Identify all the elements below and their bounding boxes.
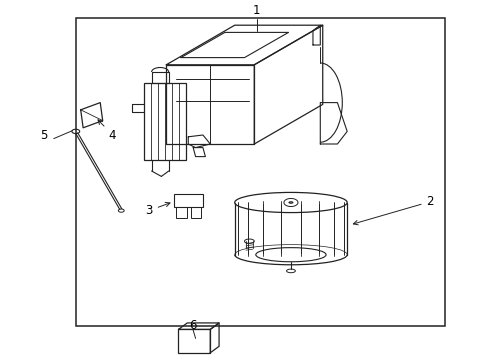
Text: 6: 6 [189, 319, 197, 332]
Bar [173, 194, 203, 207]
Bar [176, 207, 186, 218]
Bar [144, 83, 185, 160]
Bar [190, 207, 201, 218]
Text: 4: 4 [98, 120, 116, 141]
Text: 5: 5 [40, 129, 48, 141]
Text: 2: 2 [353, 195, 433, 225]
Bar [76, 18, 444, 326]
Bar [178, 329, 210, 353]
Text: 3: 3 [145, 202, 170, 217]
Text: 1: 1 [252, 4, 260, 17]
